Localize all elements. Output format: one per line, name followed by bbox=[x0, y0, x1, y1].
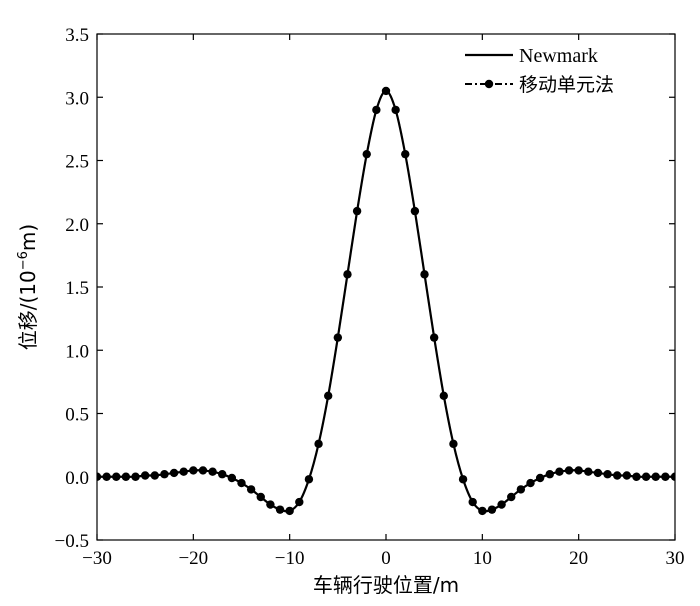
y-axis-title: 位移/(10−6m) bbox=[16, 224, 40, 350]
series-moving-element-point bbox=[160, 470, 169, 479]
series-moving-element-point bbox=[333, 333, 343, 342]
y-axis-title-prefix: 位移/(10 bbox=[16, 270, 40, 350]
series-moving-element-point bbox=[285, 506, 294, 516]
series-moving-element-point bbox=[218, 470, 227, 479]
x-tick-label: −20 bbox=[178, 548, 208, 569]
svg-text:位移/(10−6m): 位移/(10−6m) bbox=[16, 224, 40, 350]
series-moving-element-point bbox=[478, 506, 487, 516]
series-moving-element-point bbox=[487, 505, 497, 514]
legend-moving-element-marker bbox=[484, 79, 494, 89]
y-tick-label: 3.5 bbox=[65, 25, 89, 46]
series-moving-element-point bbox=[256, 492, 265, 502]
y-axis-title-exponent: −6 bbox=[16, 251, 31, 270]
series-moving-element-point bbox=[661, 472, 670, 481]
series-moving-element-point bbox=[112, 472, 121, 481]
series-moving-element-point bbox=[410, 206, 420, 216]
series-moving-element-point bbox=[651, 472, 660, 481]
series-newmark-line bbox=[97, 89, 675, 513]
series-moving-element-point bbox=[507, 492, 516, 502]
series-moving-element-point bbox=[613, 471, 622, 480]
series-moving-element-point bbox=[603, 470, 612, 479]
series-moving-element-point bbox=[179, 467, 188, 476]
series-moving-element-point bbox=[622, 471, 632, 480]
series-moving-element-point bbox=[266, 500, 275, 509]
series-moving-element-point bbox=[275, 505, 285, 514]
series-moving-element-point bbox=[401, 149, 410, 159]
series-moving-element-point bbox=[574, 466, 583, 475]
series-moving-element-point bbox=[391, 105, 400, 115]
series-moving-element-point bbox=[150, 471, 159, 480]
y-axis-title-suffix: m) bbox=[16, 224, 40, 251]
x-axis-title: 车辆行驶位置/m bbox=[313, 573, 459, 597]
series-moving-element-point bbox=[420, 270, 429, 279]
x-tick-label: 30 bbox=[666, 548, 685, 569]
x-axis: −30 −20 −10 0 10 20 30 bbox=[82, 34, 685, 569]
series-moving-element-point bbox=[497, 500, 506, 509]
x-tick-label: 20 bbox=[569, 548, 588, 569]
x-tick-label: 0 bbox=[381, 548, 391, 569]
series-moving-element-point bbox=[304, 475, 314, 484]
y-tick-label: 3.0 bbox=[65, 88, 89, 109]
x-tick-label: −10 bbox=[275, 548, 305, 569]
series-moving-element-point bbox=[295, 497, 304, 507]
series-moving-element-point bbox=[641, 472, 651, 481]
series-moving-element-point bbox=[535, 473, 545, 483]
y-tick-label: 0.0 bbox=[65, 468, 89, 489]
series-moving-element-point bbox=[555, 467, 564, 476]
y-tick-label: −0.5 bbox=[55, 531, 89, 552]
series-moving-element-point bbox=[381, 86, 391, 96]
series-moving-element-point bbox=[227, 473, 237, 483]
legend-moving-element-label: 移动单元法 bbox=[519, 74, 614, 96]
series-moving-element-line bbox=[97, 90, 675, 513]
legend: Newmark 移动单元法 bbox=[465, 45, 614, 96]
series-moving-element-point bbox=[545, 470, 554, 479]
series-moving-element-point bbox=[314, 439, 323, 449]
series-moving-element-point bbox=[439, 391, 448, 400]
series-moving-element-point bbox=[584, 467, 593, 476]
legend-newmark-label: Newmark bbox=[519, 45, 598, 67]
y-tick-label: 1.0 bbox=[65, 341, 89, 362]
series-moving-element-point bbox=[169, 468, 179, 478]
series-moving-element-point bbox=[324, 391, 333, 400]
series-moving-element-point bbox=[208, 467, 217, 476]
series-moving-element-point bbox=[140, 471, 150, 480]
series-moving-element-point bbox=[189, 466, 198, 475]
x-tick-label: −30 bbox=[82, 548, 112, 569]
plot-frame bbox=[96, 33, 676, 541]
series-moving-element-point bbox=[198, 466, 208, 475]
series-moving-element-point bbox=[564, 466, 574, 475]
series-moving-element-point bbox=[131, 472, 140, 481]
series-moving-element-point bbox=[526, 478, 535, 488]
series-moving-element-point bbox=[632, 472, 641, 481]
series-moving-element-point bbox=[449, 439, 458, 449]
x-tick-label: 10 bbox=[473, 548, 492, 569]
series-moving-element-point bbox=[458, 475, 468, 484]
series-moving-element-point bbox=[352, 206, 362, 216]
series-moving-element-point bbox=[516, 485, 526, 494]
y-tick-label: 0.5 bbox=[65, 405, 89, 426]
series-moving-element-point bbox=[246, 485, 256, 494]
y-tick-label: 2.0 bbox=[65, 215, 89, 236]
series-moving-element-point bbox=[468, 497, 477, 507]
series-moving-element-point bbox=[102, 472, 111, 481]
series-moving-element-point bbox=[362, 149, 371, 159]
y-tick-label: 1.5 bbox=[65, 278, 89, 299]
series-layer bbox=[97, 86, 675, 516]
y-axis: −0.5 0.0 0.5 1.0 1.5 2.0 2.5 3.0 3.5 bbox=[55, 25, 675, 552]
y-tick-label: 2.5 bbox=[65, 152, 89, 173]
series-moving-element-point bbox=[121, 472, 131, 481]
series-moving-element-point bbox=[237, 478, 246, 488]
series-moving-element-point bbox=[343, 270, 352, 279]
series-moving-element-point bbox=[372, 105, 381, 115]
series-moving-element-point bbox=[429, 333, 439, 342]
series-moving-element-point bbox=[593, 468, 603, 478]
